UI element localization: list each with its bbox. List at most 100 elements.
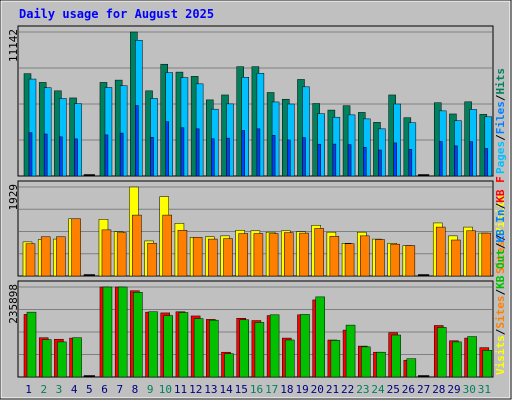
x-tick-label: 25 [387, 383, 400, 396]
legend-entry: / [494, 242, 507, 249]
bar [57, 341, 67, 378]
bar [119, 132, 124, 177]
bar [451, 239, 461, 277]
x-axis-labels: 1 2 3 4 5 6 7 8 9 10 11 12 13 14 15 16 17 18 19 20 21 22 23 24 2… [25, 383, 491, 396]
bar [391, 334, 401, 378]
legend-entry: Pages [494, 141, 507, 174]
bar [43, 133, 48, 177]
legend-entry: Files [494, 101, 507, 134]
bar [195, 128, 200, 177]
bar [269, 314, 280, 378]
bar [284, 232, 294, 277]
bar [28, 78, 37, 177]
bar [314, 228, 324, 277]
x-tick-label: 14 [219, 383, 233, 396]
x-tick-label: 27 [417, 383, 430, 396]
x-tick-label: 23 [356, 383, 369, 396]
bar [162, 214, 172, 277]
bar [239, 319, 249, 378]
x-tick-label: 5 [86, 383, 93, 396]
bar [101, 229, 112, 277]
max-value-label: 11142 [7, 29, 20, 62]
bar [71, 218, 81, 277]
x-tick-label: 21 [326, 383, 339, 396]
x-tick-label: 28 [432, 383, 445, 396]
x-tick-label: 8 [132, 383, 139, 396]
bar [302, 86, 310, 177]
bar [253, 233, 264, 277]
bar [241, 77, 249, 177]
bar [405, 245, 416, 277]
bar [466, 230, 476, 277]
bar [408, 149, 413, 177]
series-hits [23, 31, 488, 177]
legend-entry: / [494, 134, 507, 141]
bar [192, 236, 203, 277]
bar [481, 232, 492, 277]
legend-entry: KB F [494, 176, 507, 203]
bar [135, 105, 139, 177]
bar [25, 243, 36, 277]
legend-entry: Hits [494, 68, 507, 95]
x-tick-label: 13 [204, 383, 217, 396]
bar [226, 137, 230, 177]
bar [148, 311, 158, 378]
bar [102, 286, 113, 378]
bar [375, 239, 385, 277]
bar [299, 232, 309, 277]
x-tick-label: 29 [447, 383, 460, 396]
legend-entry: KB In [494, 209, 507, 242]
legend-entry: / [494, 234, 507, 241]
x-tick-label: 16 [250, 383, 263, 396]
bar [180, 77, 189, 177]
bar [332, 143, 337, 177]
legend-entry: / [494, 202, 507, 209]
x-tick-label: 9 [147, 383, 154, 396]
bar [330, 340, 341, 378]
legend-entry: Visits [494, 335, 507, 375]
bar [435, 226, 446, 277]
bar [454, 145, 458, 177]
bar [438, 141, 443, 177]
bar [390, 243, 400, 277]
bar [133, 292, 143, 378]
bar [393, 142, 397, 177]
bar [74, 138, 78, 177]
bar [393, 103, 401, 177]
bar [484, 116, 493, 177]
series-pages [28, 105, 489, 177]
bar [254, 322, 265, 378]
bar [59, 136, 63, 177]
bar [208, 238, 218, 277]
bar [469, 141, 473, 177]
x-tick-label: 11 [174, 383, 187, 396]
panels: 11142Pages/Files/Hits1929Sites/Visits235… [7, 25, 507, 378]
bar [345, 324, 356, 378]
legend: Visits/Sites/KB Out/KB In/KB F [494, 176, 507, 375]
legend-entry: KB Out [494, 249, 507, 289]
bar [406, 358, 417, 378]
bar [104, 87, 113, 177]
bar [467, 336, 477, 378]
max-value-label: 235898 [7, 284, 20, 324]
x-tick-label: 4 [71, 383, 78, 396]
bar [363, 147, 367, 177]
bar [119, 85, 128, 177]
legend-entry: / [494, 94, 507, 101]
bar [147, 242, 157, 277]
x-tick-label: 15 [235, 383, 248, 396]
bar [26, 311, 37, 378]
legend-entry: / [494, 328, 507, 335]
x-tick-label: 24 [371, 383, 385, 396]
bar [150, 137, 154, 177]
bar [40, 236, 51, 277]
bar [180, 127, 185, 177]
x-tick-label: 6 [101, 383, 108, 396]
bar [378, 149, 382, 177]
bar [163, 315, 173, 378]
x-tick-label: 2 [40, 383, 47, 396]
